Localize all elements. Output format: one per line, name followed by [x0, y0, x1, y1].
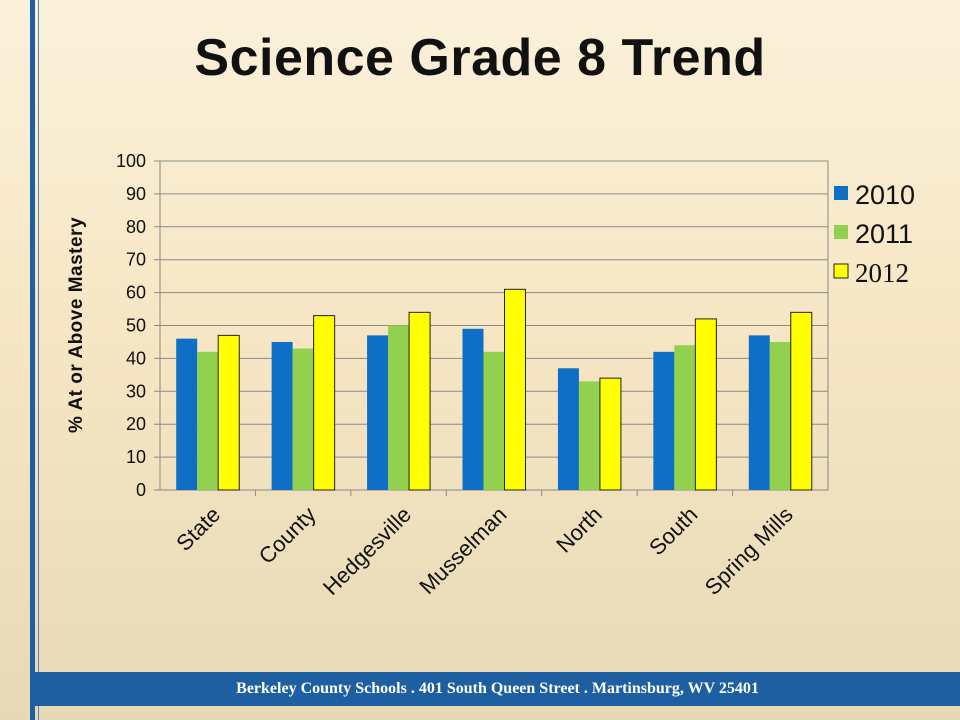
x-tick-label: Musselman — [414, 502, 511, 599]
bar-2012-north — [599, 377, 622, 491]
y-tick-label: 90 — [126, 184, 146, 204]
y-tick-label: 60 — [126, 283, 146, 303]
legend-label-2010: 2010 — [855, 180, 915, 210]
bar-2012-state — [217, 334, 240, 491]
x-tick-label: Spring Mills — [700, 502, 798, 600]
y-tick-label: 30 — [126, 381, 146, 401]
bar-2012-south — [694, 318, 717, 491]
footer-text: Berkeley County Schools . 401 South Quee… — [236, 680, 759, 697]
bar-2012-musselman — [504, 288, 526, 491]
footer-bar: Berkeley County Schools . 401 South Quee… — [35, 672, 960, 706]
x-tick-label: County — [254, 502, 321, 569]
bar-2010-spring-mills — [748, 335, 770, 490]
y-tick-label: 10 — [126, 447, 146, 467]
x-tick-label: South — [644, 502, 702, 560]
legend-swatch-2011 — [834, 225, 848, 239]
bar-2011-spring-mills — [769, 341, 791, 490]
legend-swatch-2010 — [834, 186, 848, 200]
y-tick-label: 50 — [126, 316, 146, 336]
x-tick-label: State — [171, 502, 225, 556]
y-axis-title: % At or Above Mastery — [66, 217, 87, 433]
left-accent-bar — [30, 0, 35, 720]
legend-label-2012: 2012 — [855, 258, 909, 288]
bar-2011-state — [197, 351, 219, 490]
bar-2010-state — [176, 338, 198, 490]
bar-2010-musselman — [462, 328, 484, 490]
bar-2011-county — [292, 348, 314, 490]
y-tick-label: 0 — [136, 480, 146, 500]
y-tick-label: 70 — [126, 250, 146, 270]
x-tick-label: Hedgesville — [318, 502, 416, 600]
bar-2011-musselman — [483, 351, 505, 490]
bar-2010-hedgesville — [367, 335, 389, 490]
bar-2012-spring-mills — [790, 311, 813, 491]
y-tick-label: 80 — [126, 217, 146, 237]
y-tick-label: 100 — [116, 151, 146, 171]
y-tick-label: 20 — [126, 414, 146, 434]
x-tick-label: North — [551, 502, 607, 558]
bar-2012-county — [313, 315, 336, 491]
y-tick-label: 40 — [126, 348, 146, 368]
left-accent-line — [38, 0, 39, 720]
bar-chart: 0 10 20 30 40 50 60 70 80 90 100 % At or Above Mast… — [66, 151, 915, 600]
bar-2011-north — [578, 381, 600, 490]
legend-swatch-2012 — [833, 263, 849, 279]
bar-2010-county — [271, 341, 293, 490]
bar-2012-hedgesville — [408, 311, 431, 491]
bar-2011-hedgesville — [388, 325, 410, 490]
bar-2010-south — [653, 351, 675, 490]
legend-label-2011: 2011 — [855, 219, 913, 249]
slide-title: Science Grade 8 Trend — [194, 29, 766, 87]
bar-2010-north — [557, 368, 579, 490]
bar-2011-south — [674, 345, 696, 490]
